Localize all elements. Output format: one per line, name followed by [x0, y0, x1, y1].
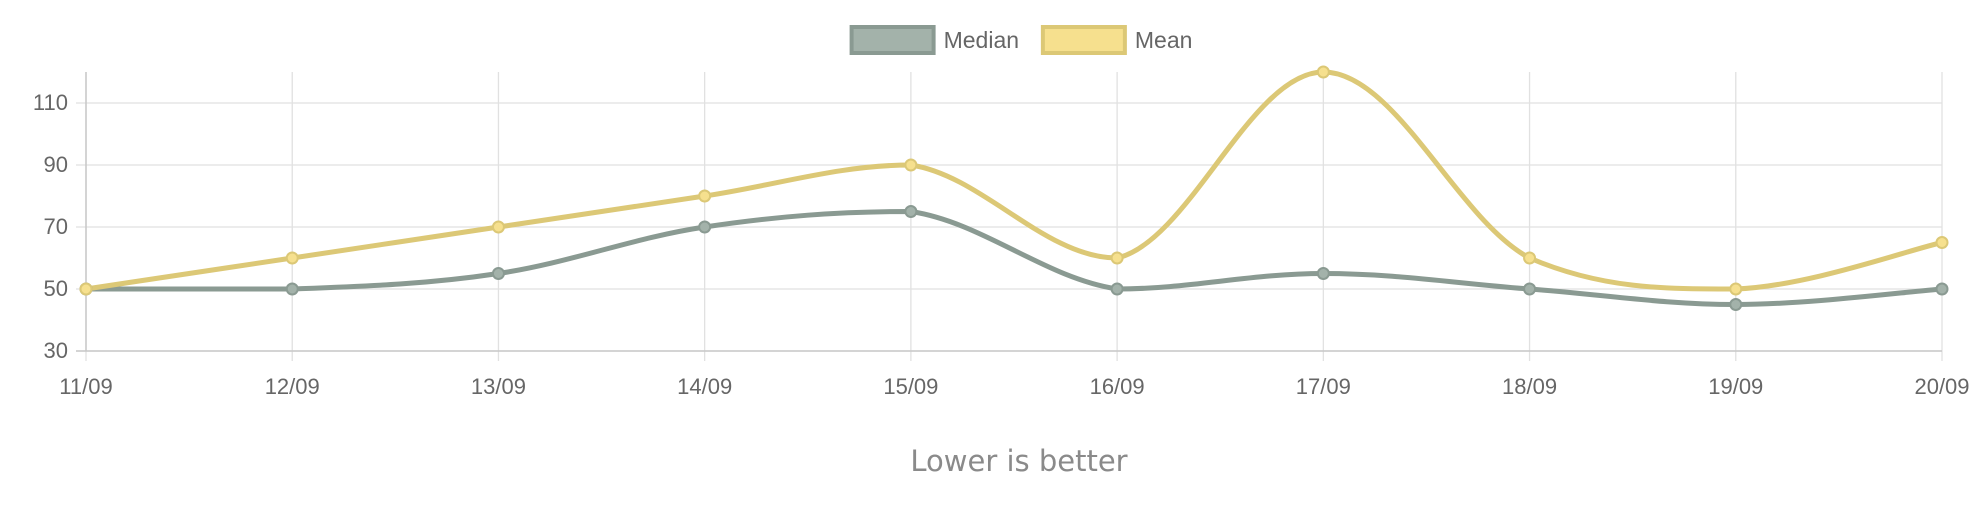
- x-tick-label: 12/09: [265, 374, 320, 399]
- y-tick-label: 50: [44, 276, 68, 301]
- data-point-mean[interactable]: [904, 158, 918, 172]
- data-point-median[interactable]: [1110, 282, 1124, 296]
- data-point-mean[interactable]: [79, 282, 93, 296]
- data-point-median[interactable]: [285, 282, 299, 296]
- x-tick-label: 11/09: [59, 374, 112, 399]
- data-point-mean[interactable]: [1316, 65, 1330, 79]
- data-point-median[interactable]: [491, 267, 505, 280]
- legend-item-mean[interactable]: Mean: [1040, 25, 1193, 55]
- y-tick-label: 90: [44, 152, 68, 177]
- x-tick-label: 20/09: [1914, 374, 1969, 399]
- data-point-median[interactable]: [698, 220, 712, 234]
- data-point-median[interactable]: [1523, 282, 1537, 296]
- axes: 30 50 70 90 110 11/09 12/09 13/09 14/09 15/09 16/0…: [33, 72, 1970, 399]
- data-point-mean[interactable]: [1110, 251, 1124, 265]
- legend-label-mean: Mean: [1135, 27, 1193, 53]
- x-tick-label: 19/09: [1708, 374, 1763, 399]
- x-tick-label: 14/09: [677, 374, 732, 399]
- y-tick-label: 70: [44, 214, 68, 239]
- x-tick-label: 13/09: [471, 374, 526, 399]
- series-line-median: [83, 209, 1945, 307]
- y-tick-label: 110: [33, 90, 68, 115]
- series-line-mean: [83, 69, 1945, 292]
- legend-label-median: Median: [944, 27, 1019, 53]
- legend-item-median[interactable]: Median: [849, 25, 1019, 55]
- legend[interactable]: Median Mean: [849, 25, 1193, 55]
- data-point-mean[interactable]: [1523, 251, 1537, 265]
- data-point-mean[interactable]: [1935, 236, 1949, 249]
- data-point-mean[interactable]: [285, 251, 299, 265]
- x-tick-label: 15/09: [883, 374, 938, 399]
- y-tick-label: 30: [44, 338, 68, 363]
- series-points: [79, 65, 1949, 311]
- x-tick-label: 17/09: [1296, 374, 1351, 399]
- data-point-mean[interactable]: [1729, 282, 1743, 296]
- data-point-mean[interactable]: [698, 189, 712, 203]
- data-point-median[interactable]: [1935, 282, 1949, 296]
- x-tick-label: 18/09: [1502, 374, 1557, 399]
- grid: [76, 72, 1943, 361]
- data-point-median[interactable]: [904, 205, 918, 218]
- legend-swatch-median: [849, 25, 936, 55]
- data-point-median[interactable]: [1316, 267, 1330, 280]
- data-point-median[interactable]: [1729, 298, 1743, 311]
- x-tick-label: 16/09: [1090, 374, 1145, 399]
- series-lines: [83, 69, 1945, 307]
- data-point-mean[interactable]: [491, 220, 505, 234]
- chart-caption: Lower is better: [910, 444, 1127, 478]
- legend-swatch-mean: [1040, 25, 1127, 55]
